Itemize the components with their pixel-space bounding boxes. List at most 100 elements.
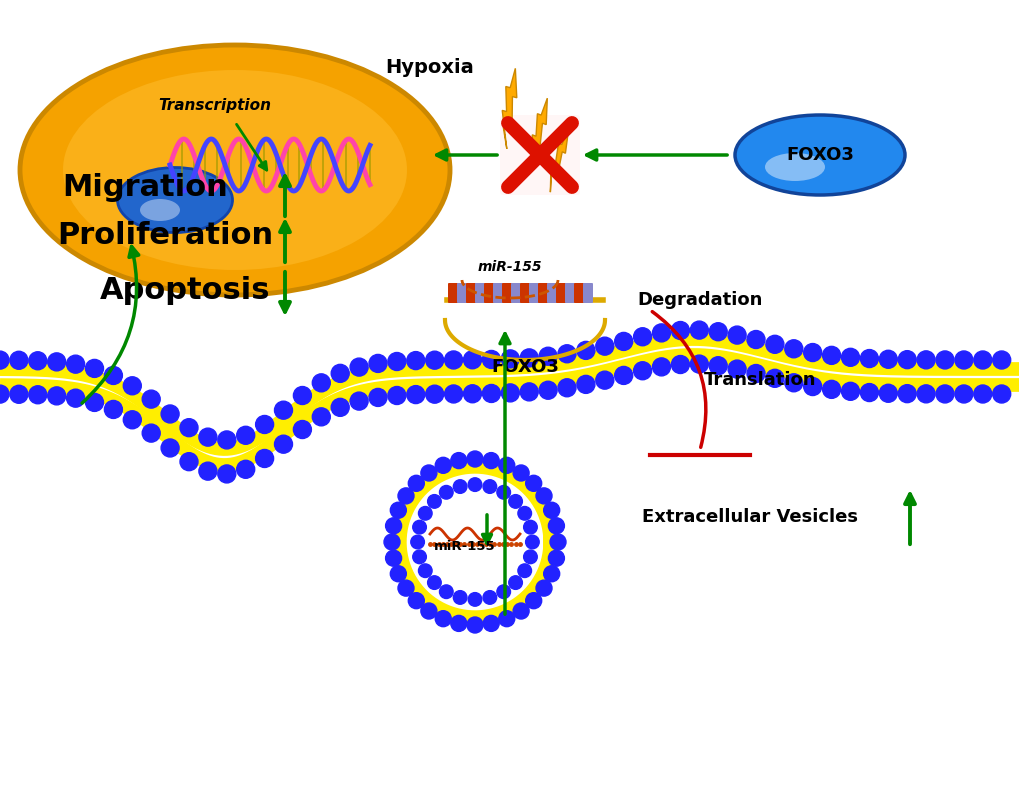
Circle shape bbox=[418, 564, 432, 578]
Circle shape bbox=[878, 384, 897, 402]
Circle shape bbox=[425, 385, 443, 403]
Circle shape bbox=[765, 335, 784, 353]
Circle shape bbox=[387, 353, 406, 371]
Circle shape bbox=[421, 465, 436, 481]
Circle shape bbox=[218, 465, 235, 483]
FancyBboxPatch shape bbox=[447, 283, 458, 303]
Circle shape bbox=[523, 520, 537, 534]
Circle shape bbox=[614, 332, 632, 350]
Circle shape bbox=[898, 385, 915, 403]
Circle shape bbox=[413, 520, 426, 534]
Circle shape bbox=[500, 350, 519, 368]
Circle shape bbox=[293, 386, 311, 405]
Circle shape bbox=[508, 576, 522, 589]
Circle shape bbox=[860, 349, 877, 368]
Circle shape bbox=[633, 362, 651, 380]
Circle shape bbox=[536, 580, 551, 596]
Circle shape bbox=[429, 497, 520, 587]
Circle shape bbox=[256, 449, 273, 467]
Circle shape bbox=[548, 518, 564, 534]
Circle shape bbox=[29, 386, 47, 404]
Circle shape bbox=[513, 603, 529, 619]
Text: Extracellular Vesicles: Extracellular Vesicles bbox=[641, 508, 857, 526]
Ellipse shape bbox=[735, 115, 904, 195]
Circle shape bbox=[444, 351, 463, 369]
Text: Apoptosis: Apoptosis bbox=[100, 275, 270, 305]
Circle shape bbox=[671, 356, 689, 374]
Circle shape bbox=[452, 591, 467, 604]
FancyBboxPatch shape bbox=[574, 283, 584, 303]
Circle shape bbox=[690, 355, 707, 373]
Circle shape bbox=[274, 401, 292, 419]
Ellipse shape bbox=[117, 168, 232, 232]
Circle shape bbox=[513, 465, 529, 481]
Circle shape bbox=[411, 535, 424, 549]
FancyBboxPatch shape bbox=[546, 283, 556, 303]
Circle shape bbox=[821, 346, 840, 364]
Circle shape bbox=[954, 385, 972, 403]
Circle shape bbox=[369, 354, 386, 372]
Circle shape bbox=[293, 420, 311, 438]
Circle shape bbox=[10, 386, 28, 403]
Circle shape bbox=[765, 369, 784, 387]
Circle shape bbox=[973, 351, 990, 369]
Circle shape bbox=[385, 550, 401, 566]
Circle shape bbox=[387, 386, 406, 405]
Circle shape bbox=[520, 349, 538, 367]
FancyBboxPatch shape bbox=[520, 283, 530, 303]
Circle shape bbox=[577, 375, 594, 394]
Circle shape bbox=[48, 353, 65, 371]
Circle shape bbox=[236, 427, 255, 445]
Circle shape bbox=[500, 384, 519, 402]
Circle shape bbox=[973, 385, 990, 403]
Circle shape bbox=[633, 327, 651, 345]
Circle shape bbox=[427, 494, 441, 508]
Circle shape bbox=[746, 364, 764, 382]
Circle shape bbox=[525, 593, 541, 608]
Circle shape bbox=[483, 591, 496, 604]
Circle shape bbox=[463, 385, 481, 403]
Circle shape bbox=[525, 535, 539, 549]
Circle shape bbox=[523, 550, 537, 563]
Circle shape bbox=[543, 566, 559, 582]
FancyBboxPatch shape bbox=[499, 115, 580, 195]
Circle shape bbox=[482, 350, 500, 368]
Circle shape bbox=[104, 367, 122, 384]
Circle shape bbox=[425, 351, 443, 369]
Circle shape bbox=[435, 457, 450, 473]
Circle shape bbox=[671, 322, 689, 339]
Circle shape bbox=[841, 382, 859, 401]
Ellipse shape bbox=[20, 45, 449, 295]
Circle shape bbox=[444, 385, 463, 403]
Text: Proliferation: Proliferation bbox=[57, 220, 273, 249]
Circle shape bbox=[452, 480, 467, 493]
Circle shape bbox=[468, 593, 481, 606]
Circle shape bbox=[548, 550, 564, 566]
Circle shape bbox=[518, 564, 531, 578]
Circle shape bbox=[86, 394, 103, 412]
Circle shape bbox=[467, 617, 483, 633]
Circle shape bbox=[595, 337, 613, 355]
Circle shape bbox=[898, 351, 915, 368]
Circle shape bbox=[467, 451, 483, 467]
Circle shape bbox=[463, 351, 481, 369]
Circle shape bbox=[199, 428, 217, 446]
Text: Transcription: Transcription bbox=[158, 98, 271, 113]
Circle shape bbox=[413, 550, 426, 563]
FancyBboxPatch shape bbox=[492, 283, 502, 303]
Circle shape bbox=[427, 576, 441, 589]
Circle shape bbox=[161, 439, 179, 457]
Circle shape bbox=[483, 480, 496, 493]
Circle shape bbox=[652, 324, 669, 342]
Circle shape bbox=[803, 344, 821, 361]
Circle shape bbox=[803, 378, 821, 396]
Circle shape bbox=[728, 360, 745, 378]
Polygon shape bbox=[550, 130, 568, 192]
Circle shape bbox=[991, 351, 1010, 369]
Text: Translation: Translation bbox=[703, 371, 815, 389]
Circle shape bbox=[142, 390, 160, 408]
Text: Degradation: Degradation bbox=[637, 291, 762, 309]
Circle shape bbox=[450, 615, 467, 631]
Circle shape bbox=[557, 379, 576, 397]
Circle shape bbox=[498, 457, 515, 473]
